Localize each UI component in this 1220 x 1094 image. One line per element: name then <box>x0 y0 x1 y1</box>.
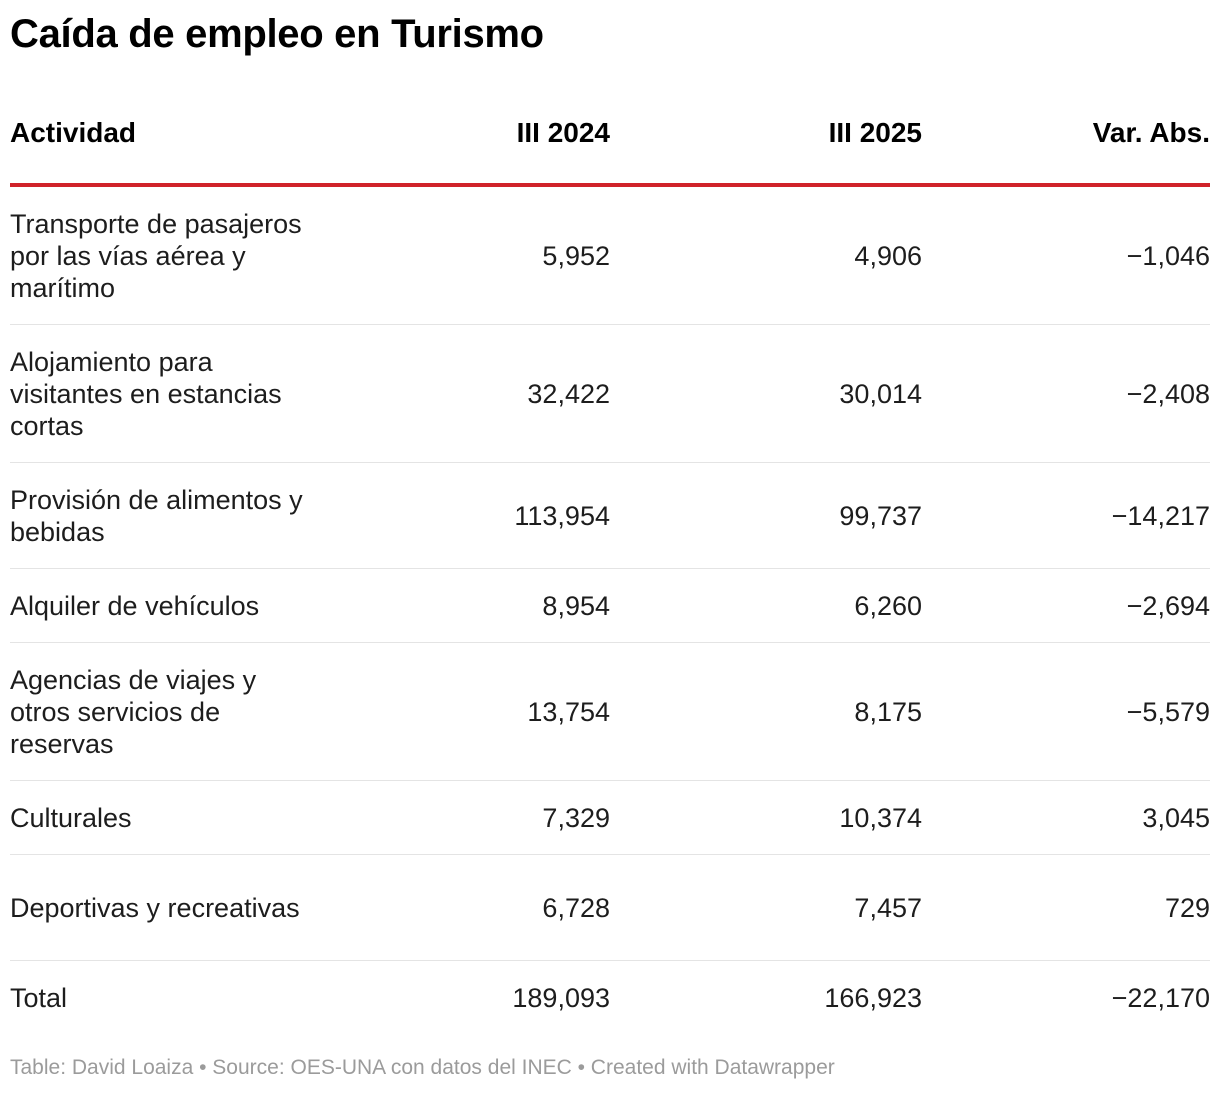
cell-var-abs: −14,217 <box>922 462 1210 569</box>
table-row: Provisión de alimentos y bebidas 113,954… <box>10 462 1210 569</box>
cell-iii-2025: 30,014 <box>610 324 922 463</box>
cell-actividad: Agencias de viajes y otros servicios de … <box>10 642 310 781</box>
header-row: Actividad III 2024 III 2025 Var. Abs. <box>10 100 1210 187</box>
cell-var-abs: −22,170 <box>1111 983 1210 1013</box>
cell-actividad: Culturales <box>10 780 310 855</box>
table-row: Culturales 7,329 10,374 3,045 <box>10 780 1210 855</box>
column-header-actividad: Actividad <box>10 100 310 187</box>
cell-iii-2024: 113,954 <box>310 462 610 569</box>
cell-var-abs: 3,045 <box>922 780 1210 855</box>
cell-actividad: Alojamiento para visitantes en estancias… <box>10 324 310 463</box>
cell-actividad: Total <box>10 983 68 1013</box>
table-row: Transporte de pasajeros por las vías aér… <box>10 185 1210 325</box>
cell-iii-2024: 5,952 <box>310 185 610 325</box>
cell-iii-2025: 4,906 <box>610 185 922 325</box>
cell-iii-2024: 7,329 <box>310 780 610 855</box>
column-header-var-abs: Var. Abs. <box>922 100 1210 187</box>
table-row: Alquiler de vehículos 8,954 6,260 −2,694 <box>10 568 1210 643</box>
table-row: Deportivas y recreativas 6,728 7,457 729 <box>10 854 1210 961</box>
page-title: Caída de empleo en Turismo <box>10 12 544 56</box>
cell-iii-2025: 10,374 <box>610 780 922 855</box>
cell-iii-2025: 99,737 <box>610 462 922 569</box>
cell-iii-2024: 8,954 <box>310 568 610 643</box>
data-table: Actividad III 2024 III 2025 Var. Abs. Tr… <box>10 100 1210 1035</box>
cell-var-abs: −2,694 <box>922 568 1210 643</box>
cell-var-abs: −5,579 <box>922 642 1210 781</box>
cell-iii-2025: 166,923 <box>824 983 922 1013</box>
cell-iii-2024: 13,754 <box>310 642 610 781</box>
cell-var-abs: −2,408 <box>922 324 1210 463</box>
cell-actividad: Deportivas y recreativas <box>10 854 310 961</box>
cell-iii-2025: 7,457 <box>610 854 922 961</box>
column-header-iii-2025: III 2025 <box>610 100 922 187</box>
cell-actividad: Transporte de pasajeros por las vías aér… <box>10 185 310 325</box>
cell-actividad: Provisión de alimentos y bebidas <box>10 462 310 569</box>
table-row: Agencias de viajes y otros servicios de … <box>10 642 1210 781</box>
cell-iii-2024: 189,093 <box>512 983 610 1013</box>
cell-var-abs: 729 <box>922 854 1210 961</box>
cell-actividad: Alquiler de vehículos <box>10 568 310 643</box>
cell-iii-2024: 6,728 <box>310 854 610 961</box>
cell-iii-2024: 32,422 <box>310 324 610 463</box>
cell-iii-2025: 8,175 <box>610 642 922 781</box>
total-row: Total 189,093 166,923 −22,170 <box>10 961 1210 1036</box>
table-row: Alojamiento para visitantes en estancias… <box>10 324 1210 463</box>
column-header-iii-2024: III 2024 <box>310 100 610 187</box>
source-footer: Table: David Loaiza • Source: OES-UNA co… <box>10 1056 835 1079</box>
cell-var-abs: −1,046 <box>922 185 1210 325</box>
cell-iii-2025: 6,260 <box>610 568 922 643</box>
